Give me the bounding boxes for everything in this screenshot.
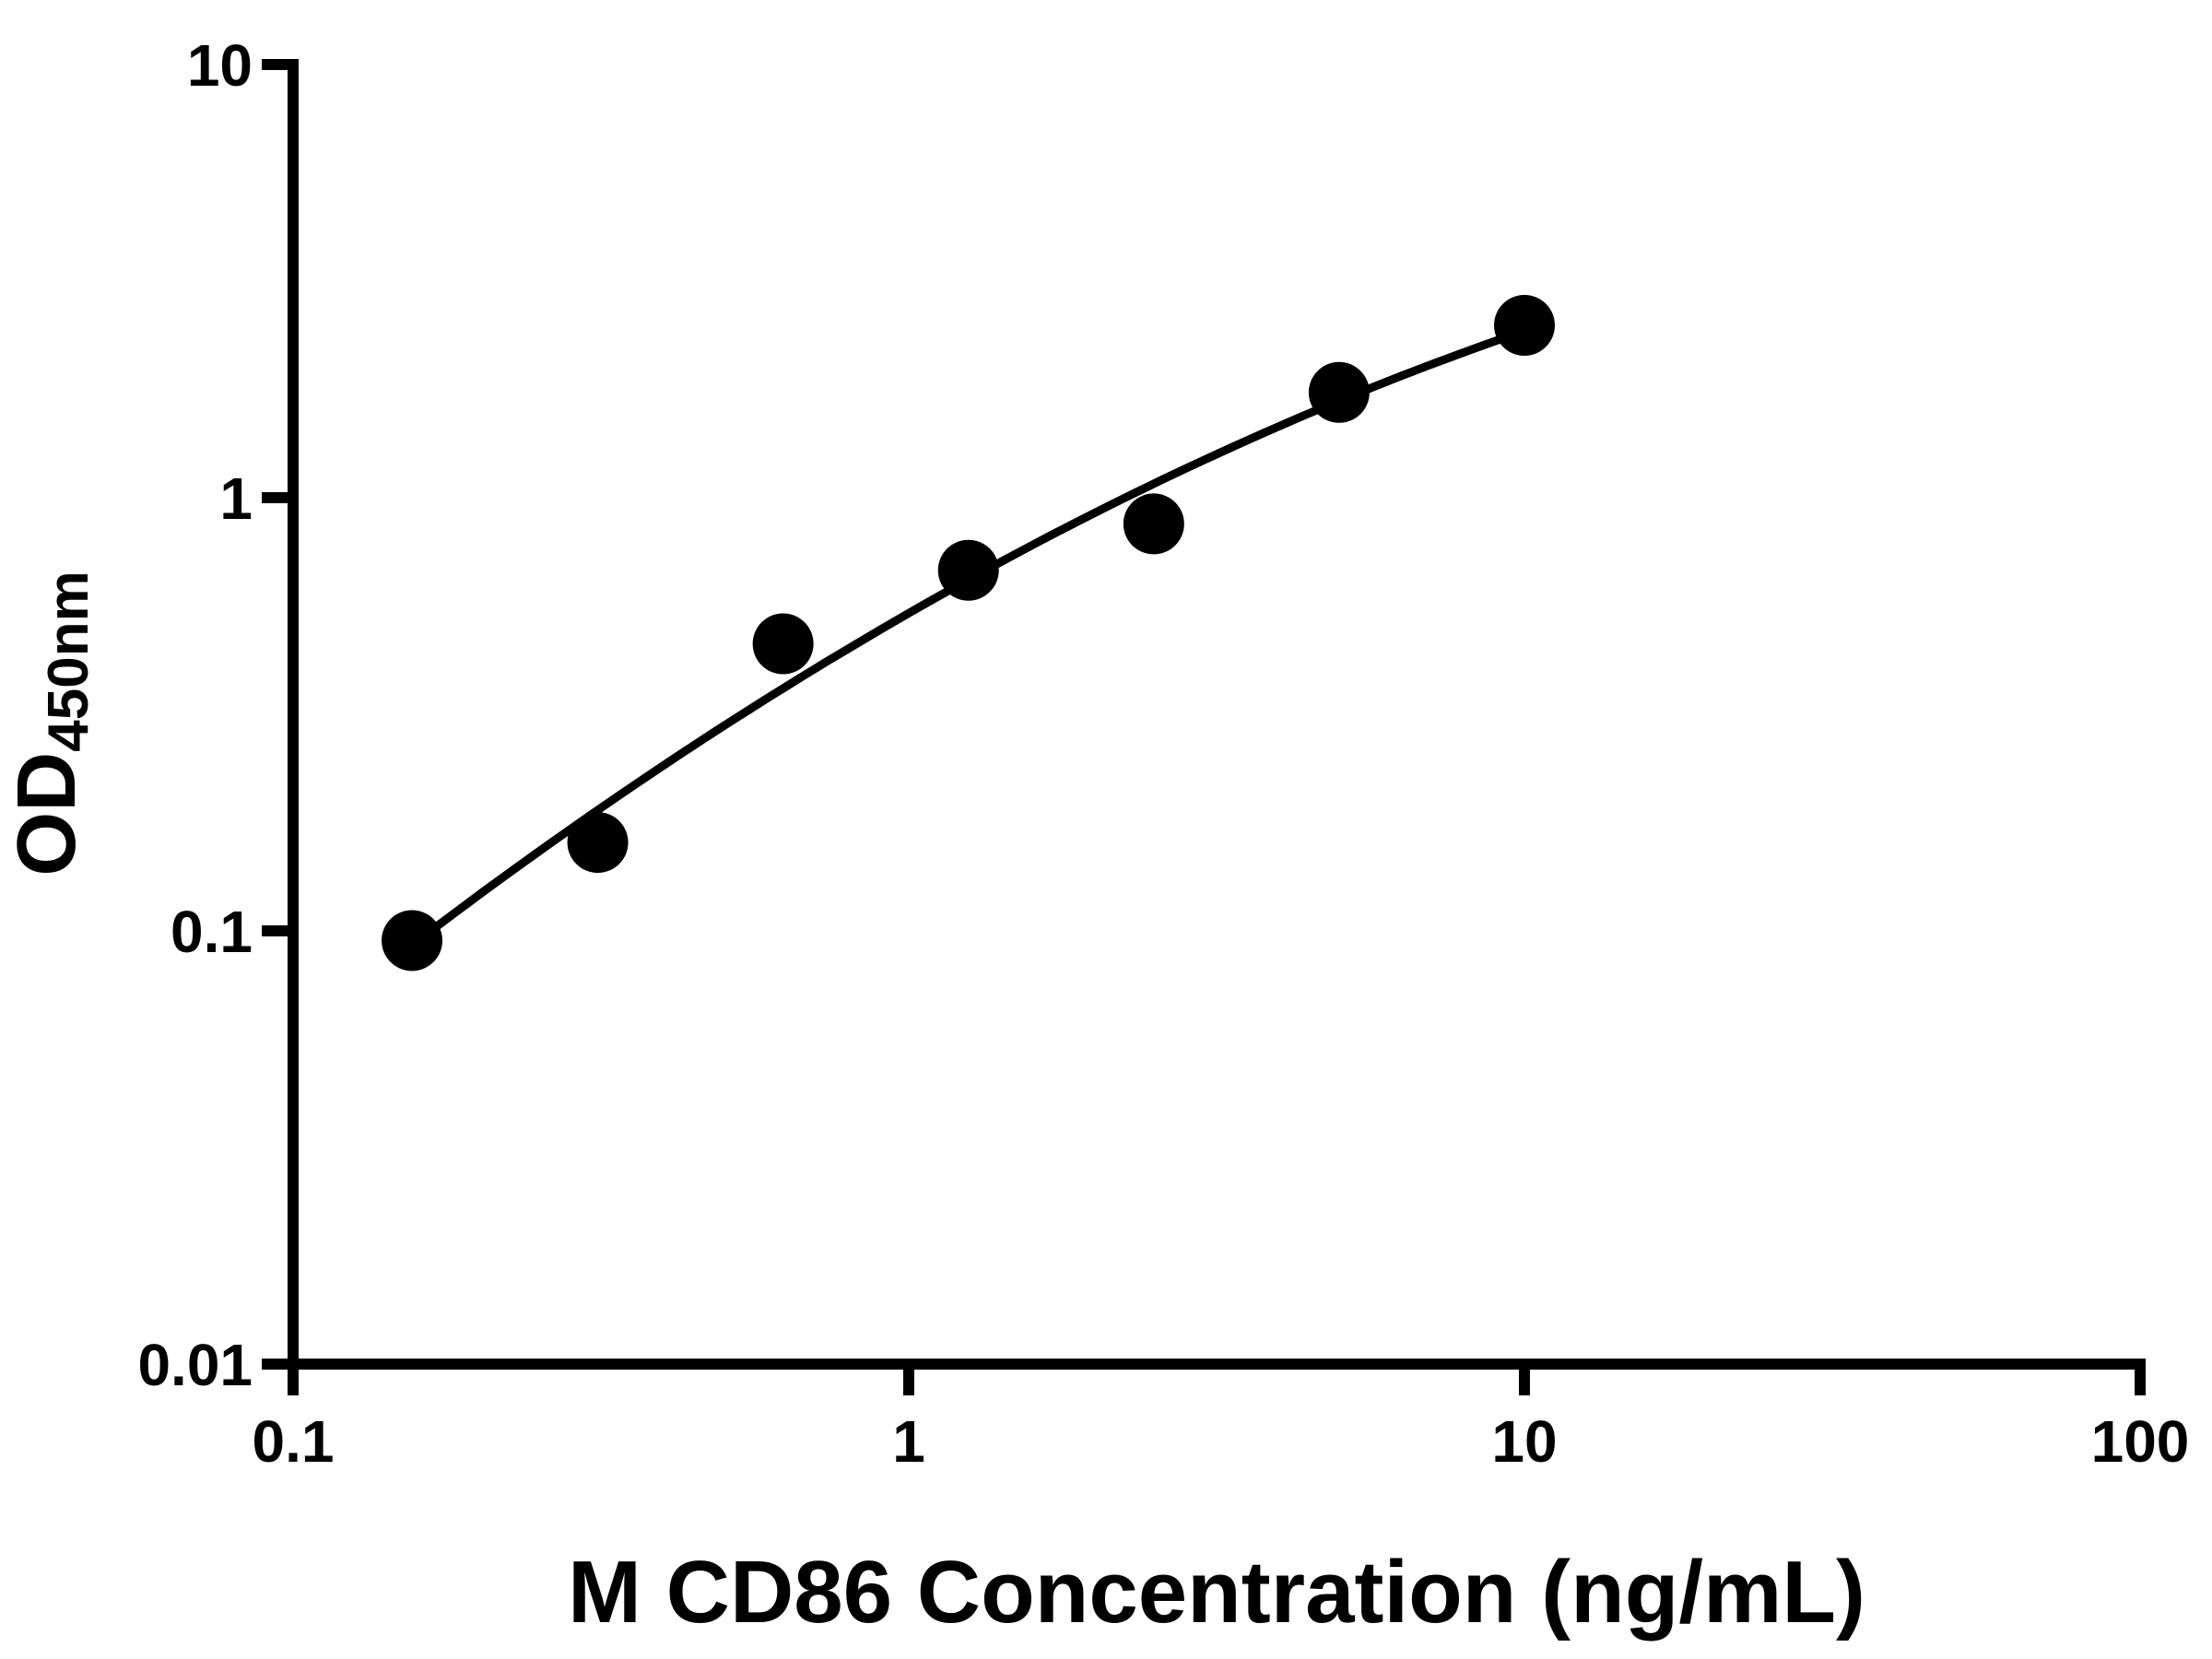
y-axis-title: OD450nm — [1, 571, 100, 876]
data-point — [937, 539, 999, 601]
y-tick-label: 0.1 — [171, 899, 253, 965]
y-tick-label: 0.01 — [137, 1332, 253, 1398]
data-point — [1494, 294, 1555, 356]
x-tick-label: 100 — [2091, 1408, 2190, 1475]
x-axis-title: M CD86 Concentration (ng/mL) — [568, 1543, 1865, 1641]
y-tick-label: 10 — [187, 32, 253, 99]
data-point — [752, 613, 814, 675]
data-point — [567, 812, 629, 874]
data-point — [382, 910, 443, 971]
x-tick-label: 1 — [892, 1408, 925, 1475]
y-axis-title-main: OD — [1, 752, 93, 877]
data-point — [1308, 361, 1370, 423]
data-point — [1123, 493, 1184, 555]
y-tick-label: 1 — [219, 465, 253, 532]
x-tick-label: 0.1 — [253, 1408, 335, 1475]
y-axis-title-subscript: 450nm — [37, 571, 100, 751]
axis-lines — [288, 59, 2146, 1370]
x-tick-label: 10 — [1491, 1408, 1557, 1475]
